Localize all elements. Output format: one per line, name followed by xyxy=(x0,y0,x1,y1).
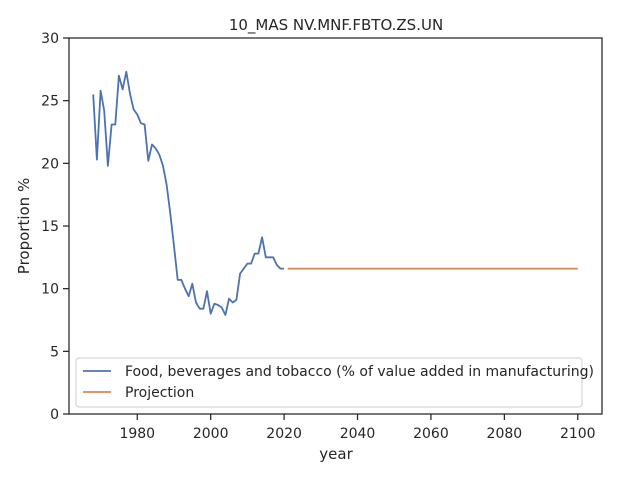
y-tick-label: 25 xyxy=(41,94,59,110)
series-line-0 xyxy=(92,70,285,316)
x-tick-label: 2020 xyxy=(266,426,302,442)
chart-title: 10_MAS NV.MNF.FBTO.ZS.UN xyxy=(229,16,443,35)
y-tick-label: 0 xyxy=(50,407,59,423)
x-tick-label: 2060 xyxy=(413,426,449,442)
y-tick-label: 10 xyxy=(41,282,59,298)
x-tick-label: 2000 xyxy=(193,426,229,442)
y-tick-label: 20 xyxy=(41,156,59,172)
legend-box xyxy=(75,357,583,408)
y-axis: 0 5 10 15 20 25 30 xyxy=(41,31,69,423)
legend-entry-1: Projection xyxy=(125,385,194,401)
x-tick-label: 1980 xyxy=(119,426,155,442)
y-tick-label: 30 xyxy=(41,31,59,47)
y-tick-label: 5 xyxy=(50,344,59,360)
legend: Food, beverages and tobacco (% of value … xyxy=(75,357,594,408)
x-tick-label: 2040 xyxy=(340,426,376,442)
plot-area xyxy=(92,70,578,316)
x-tick-label: 2100 xyxy=(560,426,596,442)
x-tick-label: 2080 xyxy=(487,426,523,442)
y-tick-label: 15 xyxy=(41,219,59,235)
y-axis-label: Proportion % xyxy=(15,178,33,274)
x-axis-label: year xyxy=(319,445,353,463)
legend-entry-0: Food, beverages and tobacco (% of value … xyxy=(125,364,594,380)
x-axis: 1980 2000 2020 2040 2060 2080 2100 xyxy=(119,414,596,442)
